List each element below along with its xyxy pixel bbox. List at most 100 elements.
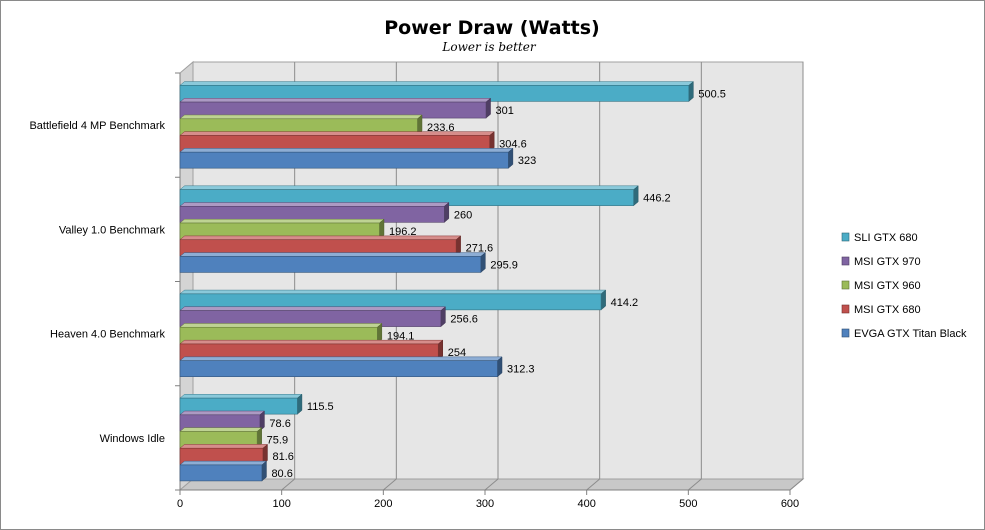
bar-end [297,393,303,415]
bar [179,114,423,136]
gridline-floor [789,478,804,491]
x-tick-label: 100 [272,498,290,510]
x-tick-label: 0 [177,498,183,510]
bar-end [440,306,446,328]
bar-end [600,289,606,311]
legend-item: EVGA GTX Titan Black [841,328,967,340]
bar [179,235,462,257]
chart-title: Power Draw (Watts) [384,17,599,39]
bar-top [179,81,695,86]
bar-top [179,444,269,449]
category-label: Valley 1.0 Benchmark [59,224,166,236]
x-tick-label: 500 [679,498,697,510]
data-label: 233.6 [427,122,455,134]
bar-top [179,202,450,207]
bar [179,185,639,207]
data-label: 414.2 [611,297,639,309]
legend-item: MSI GTX 970 [841,256,921,268]
data-label: 323 [518,155,536,167]
bar [179,460,268,482]
bar-top [179,460,268,466]
bar-top [179,98,492,103]
bar-end [261,460,267,482]
bar-end [633,185,639,207]
legend-label: SLI GTX 680 [854,232,918,244]
data-label: 312.3 [507,364,535,376]
bar-top [179,323,383,328]
chart-subtitle: Lower is better [441,40,536,54]
legend-swatch [841,280,850,290]
bar-face [179,360,498,377]
bar [179,306,447,328]
bar [179,97,492,119]
legend-item: SLI GTX 680 [841,232,918,244]
gridline-floor [383,478,397,491]
bar-top [179,427,263,432]
bar [179,393,303,415]
plot-area: 0 100 200 300 400 500 600 Battlefield 4 MP Benc… [29,60,805,510]
data-label: 78.6 [269,418,290,430]
bar [179,427,263,449]
data-label: 81.6 [272,451,293,463]
data-label: 301 [496,105,514,117]
data-label: 115.5 [307,401,334,413]
data-label: 304.6 [499,138,527,150]
legend-label: EVGA GTX Titan Black [854,328,967,340]
bar-face [179,151,509,169]
legend-swatch [841,328,850,338]
bar [179,443,269,465]
bar [179,81,695,102]
bar-end [497,356,503,378]
legend-swatch [841,304,850,314]
x-tick-label: 300 [476,498,494,510]
legend-label: MSI GTX 680 [854,304,921,316]
bar-top [179,306,447,311]
x-tick-label: 600 [781,498,799,510]
legend-swatch [841,256,850,266]
data-label: 295.9 [490,259,518,271]
bar-face [179,464,263,482]
data-label: 194.1 [387,330,415,342]
legend-item: MSI GTX 960 [841,280,921,292]
category-label: Battlefield 4 MP Benchmark [29,120,165,132]
legend: SLI GTX 680 MSI GTX 970 MSI GTX 960 MSI GTX… [841,232,967,340]
bar [179,252,487,273]
bar-face [179,256,482,273]
category-label: Windows Idle [100,433,165,445]
gridline-floor [688,478,702,491]
x-tick-label: 400 [577,498,595,510]
data-label: 256.6 [450,314,478,326]
gridline-floor [484,478,499,491]
bar [179,356,503,378]
bar-top [179,131,495,136]
gridline-floor [281,478,295,491]
legend-label: MSI GTX 970 [854,256,921,268]
bar [179,289,607,311]
bar-top [179,289,607,295]
bar [179,322,383,344]
bar-end [480,252,486,273]
bar-top [179,252,487,257]
x-tick-label: 200 [374,498,392,510]
category-label: Heaven 4.0 Benchmark [50,329,165,341]
legend-label: MSI GTX 960 [854,280,921,292]
bar-top [179,339,444,345]
bar [179,218,385,240]
data-label: 446.2 [643,193,671,205]
data-label: 500.5 [698,88,726,100]
bar-top [179,410,266,416]
bar-end [688,81,694,102]
bar [179,201,450,223]
bar-top [179,394,303,399]
legend-swatch [841,232,850,242]
bar-end [485,97,491,119]
bar [179,339,444,361]
bar-top [179,114,423,120]
data-label: 80.6 [271,468,292,480]
bar-top [179,148,514,153]
data-label: 196.2 [389,226,417,238]
bar-end [508,147,514,169]
bar-top [179,185,639,190]
bar [179,131,495,153]
